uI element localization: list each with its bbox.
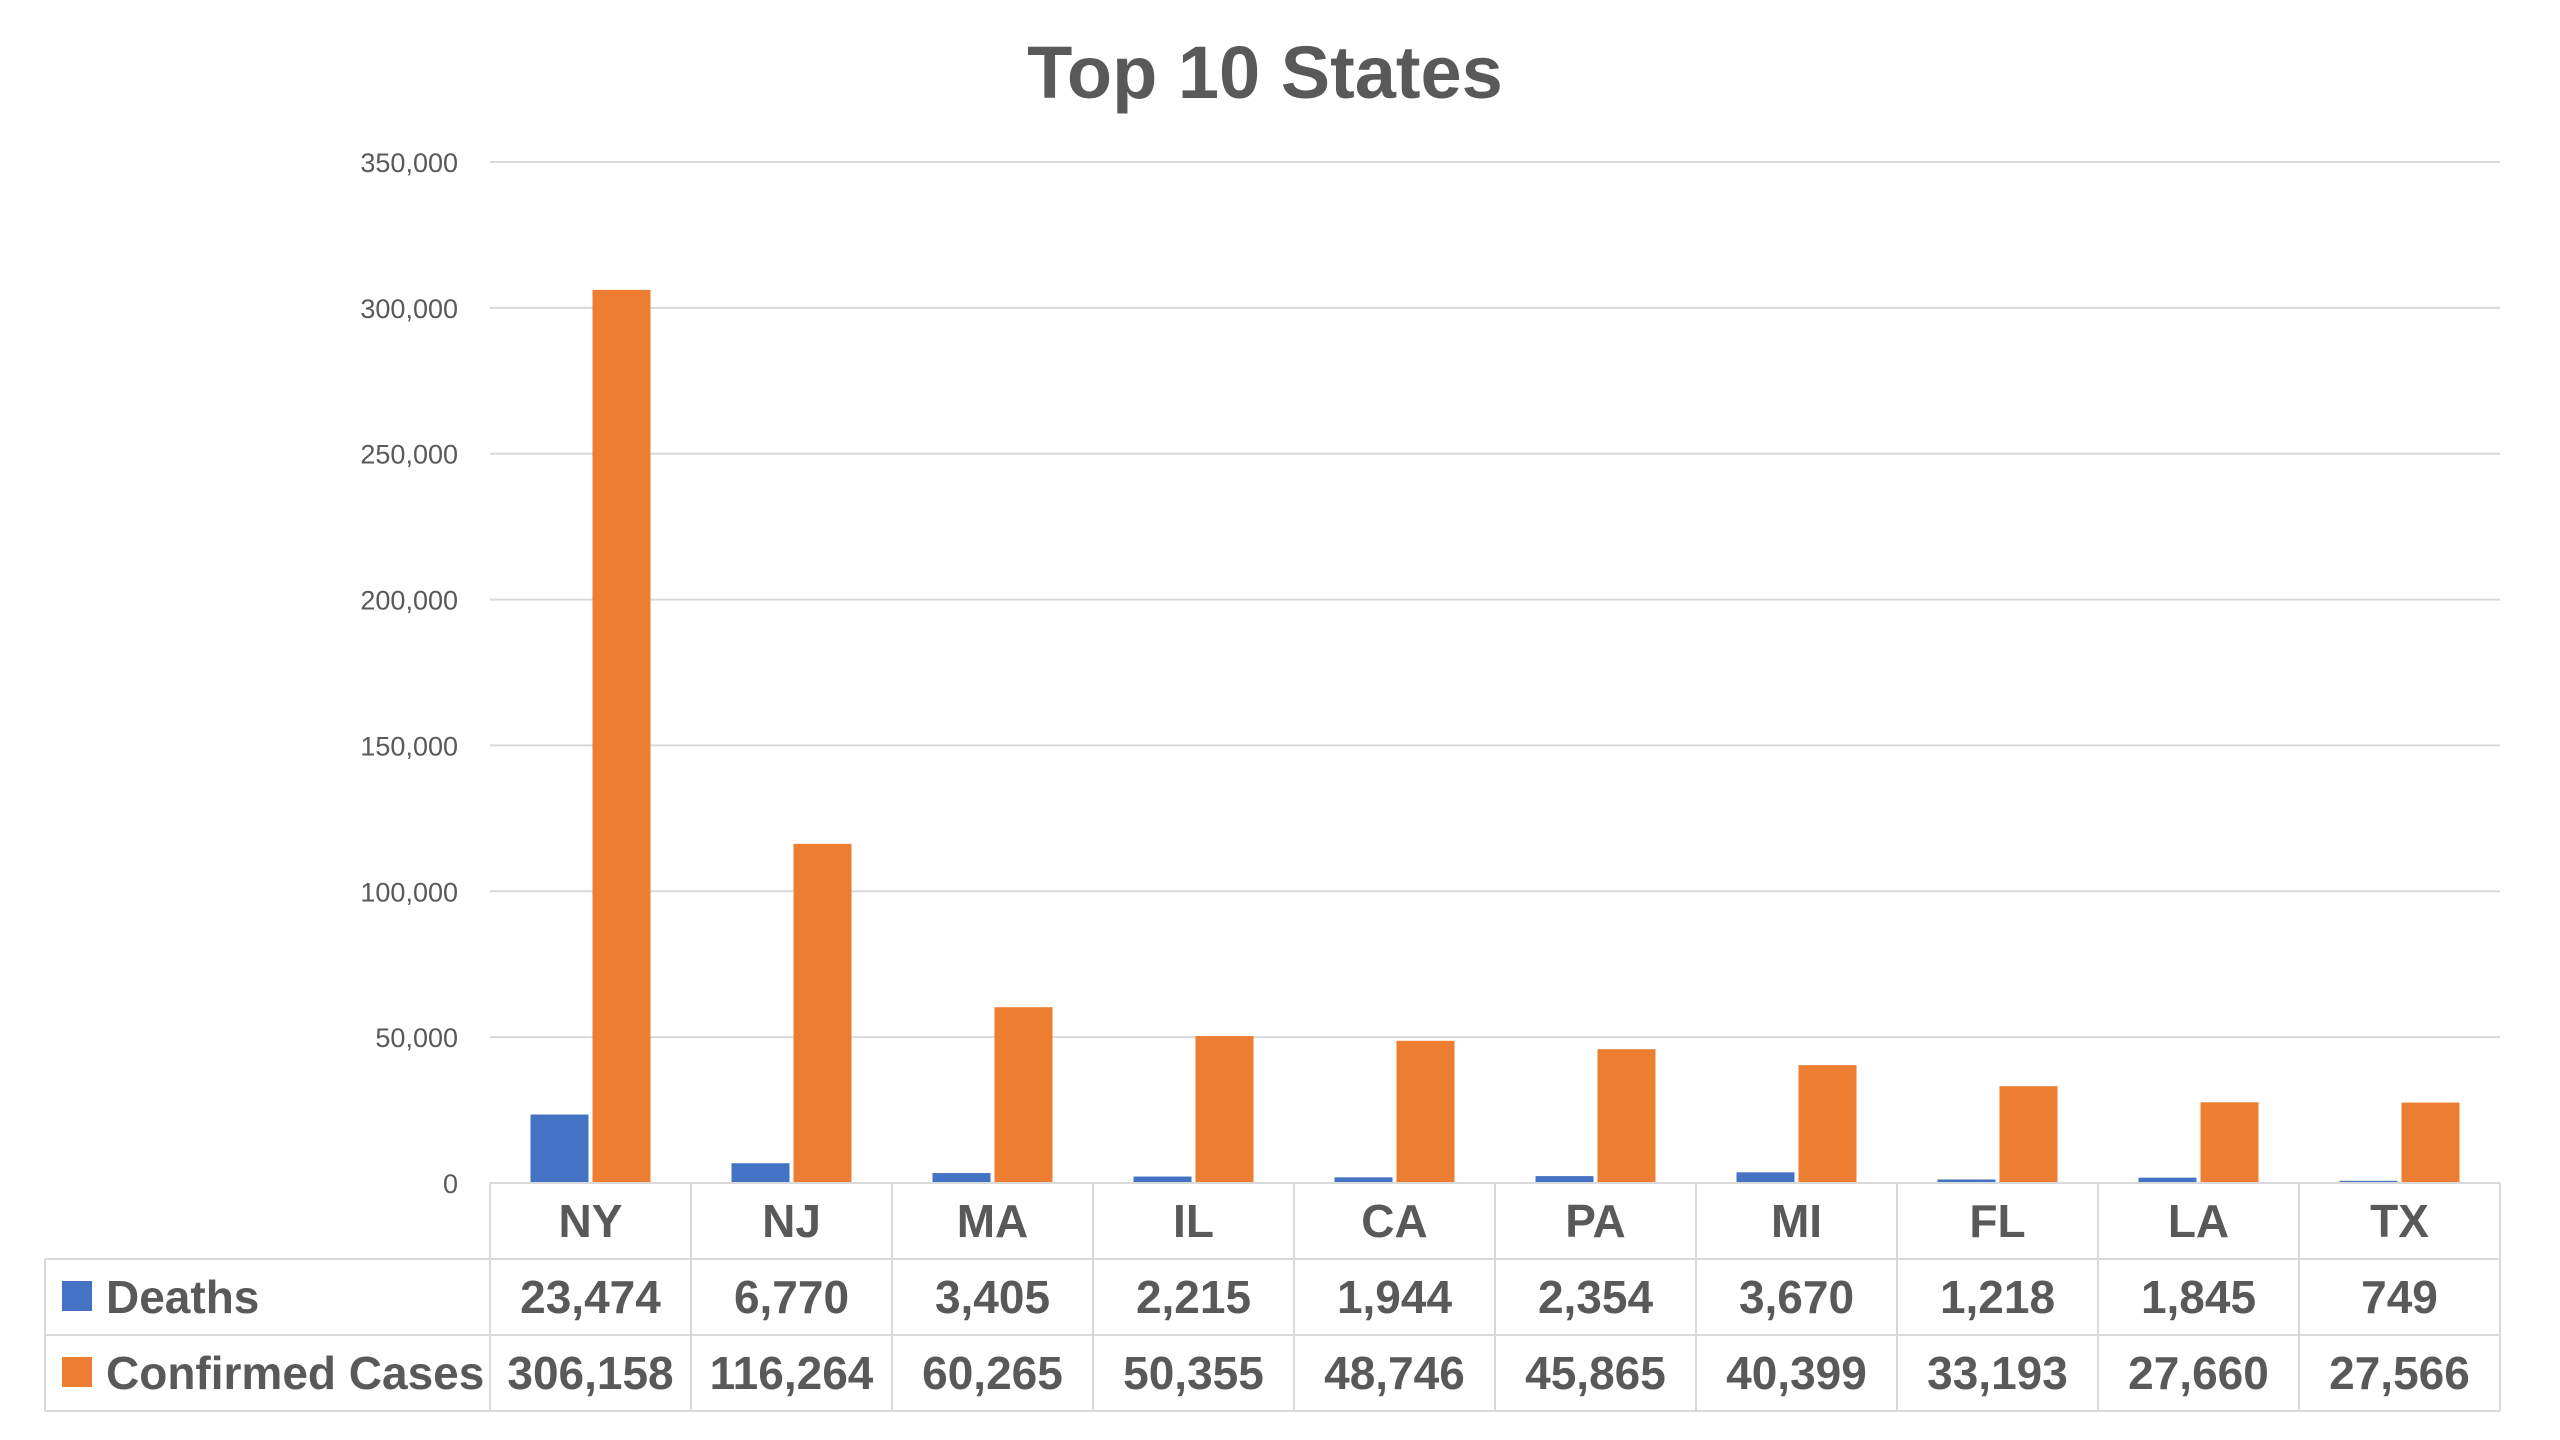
category-label: IL bbox=[1173, 1195, 1214, 1247]
y-tick-label: 0 bbox=[443, 1169, 458, 1199]
bar-deaths bbox=[1736, 1172, 1795, 1183]
category-label: NY bbox=[559, 1195, 623, 1247]
data-label: 3,670 bbox=[1739, 1271, 1854, 1323]
data-label: 33,193 bbox=[1927, 1347, 2068, 1399]
legend-key-deaths bbox=[62, 1281, 92, 1311]
y-tick-label: 250,000 bbox=[360, 440, 458, 470]
bar-deaths bbox=[731, 1163, 790, 1183]
bar-confirmed-cases bbox=[994, 1007, 1053, 1183]
category-label: PA bbox=[1565, 1195, 1626, 1247]
category-label: MA bbox=[957, 1195, 1029, 1247]
category-label: MI bbox=[1771, 1195, 1822, 1247]
data-label: 45,865 bbox=[1525, 1347, 1666, 1399]
category-label: LA bbox=[2168, 1195, 2229, 1247]
y-tick-label: 300,000 bbox=[360, 294, 458, 324]
bar-deaths bbox=[1937, 1179, 1996, 1183]
data-label: 1,218 bbox=[1940, 1271, 2055, 1323]
bar-deaths bbox=[1334, 1177, 1393, 1183]
bar-confirmed-cases bbox=[1999, 1086, 2058, 1183]
category-label: CA bbox=[1361, 1195, 1427, 1247]
legend-label: Confirmed Cases bbox=[106, 1347, 484, 1399]
gridlines bbox=[490, 161, 2500, 1039]
bar-deaths bbox=[932, 1173, 991, 1183]
data-label: 23,474 bbox=[520, 1271, 661, 1323]
bar-confirmed-cases bbox=[793, 843, 852, 1183]
bar-deaths bbox=[2339, 1180, 2398, 1183]
data-label: 116,264 bbox=[710, 1347, 874, 1399]
data-label: 6,770 bbox=[734, 1271, 849, 1323]
y-axis-ticks: 0 50,000 100,000 150,000 200,000 250,000 300,0… bbox=[360, 148, 458, 1199]
legend-label: Deaths bbox=[106, 1271, 259, 1323]
bars bbox=[530, 289, 2460, 1183]
y-tick-label: 100,000 bbox=[360, 877, 458, 907]
y-tick-label: 200,000 bbox=[360, 586, 458, 616]
bar-deaths bbox=[530, 1114, 589, 1183]
bar-deaths bbox=[2138, 1177, 2197, 1183]
data-label: 60,265 bbox=[922, 1347, 1063, 1399]
data-label: 50,355 bbox=[1123, 1347, 1264, 1399]
data-label: 306,158 bbox=[507, 1347, 673, 1399]
bar-confirmed-cases bbox=[1195, 1036, 1254, 1183]
data-label: 1,944 bbox=[1337, 1271, 1453, 1323]
bar-confirmed-cases bbox=[592, 289, 651, 1183]
y-tick-label: 50,000 bbox=[375, 1023, 458, 1053]
category-label: FL bbox=[1969, 1195, 2025, 1247]
legend-key-confirmed-cases bbox=[62, 1357, 92, 1387]
bar-deaths bbox=[1133, 1176, 1192, 1183]
bar-deaths bbox=[1535, 1176, 1594, 1183]
bar-confirmed-cases bbox=[1396, 1040, 1455, 1183]
data-label: 27,566 bbox=[2329, 1347, 2470, 1399]
data-label: 1,845 bbox=[2141, 1271, 2256, 1323]
data-label: 749 bbox=[2361, 1271, 2438, 1323]
data-label: 2,354 bbox=[1538, 1271, 1654, 1323]
bar-confirmed-cases bbox=[1798, 1065, 1857, 1183]
bar-confirmed-cases bbox=[2200, 1102, 2259, 1183]
data-label: 48,746 bbox=[1324, 1347, 1465, 1399]
data-table: NY NJ MA IL CA PA MI FL LA TX Deaths 23,474 6,770 3,4… bbox=[44, 1182, 2501, 1412]
y-tick-label: 150,000 bbox=[360, 731, 458, 761]
y-tick-label: 350,000 bbox=[360, 148, 458, 178]
bar-confirmed-cases bbox=[1597, 1049, 1656, 1183]
data-label: 27,660 bbox=[2128, 1347, 2269, 1399]
chart-title: Top 10 States bbox=[1027, 31, 1503, 114]
category-label: NJ bbox=[762, 1195, 821, 1247]
data-label: 40,399 bbox=[1726, 1347, 1867, 1399]
data-label: 3,405 bbox=[935, 1271, 1050, 1323]
data-label: 2,215 bbox=[1136, 1271, 1251, 1323]
bar-confirmed-cases bbox=[2401, 1102, 2460, 1183]
category-label: TX bbox=[2370, 1195, 2429, 1247]
